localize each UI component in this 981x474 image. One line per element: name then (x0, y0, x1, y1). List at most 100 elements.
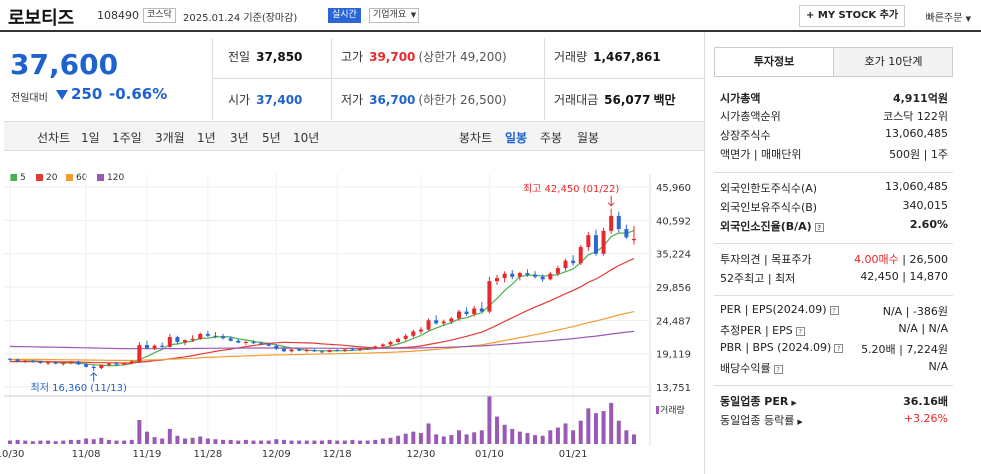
period-3y[interactable]: 3년 (230, 131, 249, 145)
quote-value: 37,400 (256, 93, 303, 107)
candle-body (99, 364, 104, 369)
info-label-text: 동일업종 등락률 (720, 414, 795, 427)
candle-body (540, 276, 545, 280)
info-label-text: 배당수익률 (720, 362, 771, 375)
y-tick-label: 45,960 (656, 183, 691, 194)
info-label-text: PBR | BPS (2024.09) (720, 341, 832, 354)
candle-monthly[interactable]: 월봉 (577, 131, 600, 145)
y-tick-label: 19,119 (656, 350, 691, 361)
candle-daily[interactable]: 일봉 (505, 131, 528, 145)
candle-body (266, 343, 271, 346)
volume-bar (84, 438, 89, 444)
realtime-button[interactable]: 실시간 (328, 8, 361, 23)
candle-body (411, 331, 416, 336)
candle-body (167, 337, 172, 347)
help-icon[interactable]: ? (829, 305, 839, 315)
volume-bar (221, 439, 226, 444)
info-value: 13,060,485 (885, 127, 948, 140)
info-label: 52주최고 | 최저 (720, 270, 795, 286)
candle-body (586, 235, 591, 247)
period-1d[interactable]: 1일 (81, 131, 100, 145)
period-3m[interactable]: 3개월 (155, 131, 185, 145)
volume-bar (228, 439, 233, 444)
candle-body (578, 246, 583, 264)
volume-bar (533, 435, 538, 444)
candle-body (297, 349, 302, 351)
x-tick-label: 01/21 (559, 449, 588, 460)
info-label: PBR | BPS (2024.09)? (720, 341, 844, 354)
help-icon[interactable]: ? (834, 343, 844, 353)
high-annotation: 최고 42,450 (01/22) (523, 183, 619, 195)
period-5y[interactable]: 5년 (262, 131, 281, 145)
y-tick-label: 24,487 (656, 316, 691, 327)
quote-volume: 거래량 1,467,861 (554, 48, 661, 65)
legend-ma60: 60 (66, 173, 87, 183)
info-label-text: 시가총액순위 (720, 110, 781, 123)
info-label-text: 투자의견 | 목표주가 (720, 253, 812, 266)
candle-body (403, 335, 408, 339)
candle-body (281, 348, 286, 352)
volume-bar (487, 396, 492, 444)
volume-bar (137, 420, 142, 444)
info-value: 4,911억원 (892, 92, 948, 105)
volume-bar (281, 439, 286, 444)
info-label-text: 외국인소진율(B/A) (720, 220, 812, 233)
help-icon[interactable]: ? (795, 326, 805, 336)
volume-bar (403, 433, 408, 444)
candle-body (236, 340, 241, 343)
info-row: 외국인보유주식수(B) 340,015 (720, 199, 948, 215)
info-label-text: 52주최고 | 최저 (720, 272, 796, 285)
help-icon[interactable]: ? (814, 222, 824, 232)
stock-chart[interactable]: 45,960 40,592 35,224 29,856 24,487 19,119 13,7… (0, 174, 704, 474)
candle-body (495, 278, 500, 282)
volume-bar (289, 440, 294, 444)
candle-body (30, 360, 35, 362)
candle-weekly[interactable]: 주봉 (540, 131, 563, 145)
quote-value: 1,467,861 (593, 50, 661, 64)
candle-body (396, 338, 401, 342)
stock-code: 108490 (97, 9, 139, 22)
tab-orderbook-10[interactable]: 호가 10단계 (864, 55, 923, 68)
volume-bar (205, 438, 210, 444)
period-1w[interactable]: 1주일 (112, 131, 142, 145)
legend-ma20: 20 (36, 173, 57, 183)
candle-body (388, 341, 393, 345)
quick-order-label: 빠른주문 (925, 13, 963, 24)
help-icon[interactable]: ? (773, 364, 783, 374)
volume-bar (525, 433, 530, 444)
legend-label: 60 (76, 173, 88, 183)
info-label: 추정PER | EPS? (720, 322, 805, 338)
candle-body (616, 215, 621, 229)
info-row: 투자의견 | 목표주가 4.00매수 | 26,500 (720, 251, 948, 267)
my-stock-add-button[interactable]: + MY STOCK 추가 (799, 5, 906, 27)
candle-body (555, 268, 560, 274)
volume-bar (213, 439, 218, 444)
divider (714, 295, 953, 296)
volume-bar (327, 439, 332, 444)
candle-body (8, 358, 12, 360)
candle-body (152, 345, 157, 349)
candle-body (53, 362, 58, 364)
quote-high: 고가 39,700 (상한가 49,200) (341, 48, 507, 65)
candle-chart-label: 봉차트 (459, 131, 493, 145)
candle-body (358, 348, 363, 351)
volume-bar (198, 436, 203, 444)
quote-amount: 거래대금 56,077 백만 (554, 91, 676, 108)
change-percent: -0.66% (109, 85, 168, 103)
period-1y[interactable]: 1년 (197, 131, 216, 145)
tab-invest-info[interactable]: 투자정보 (715, 48, 834, 76)
volume-bar (68, 439, 73, 444)
current-price: 37,600 (10, 48, 119, 81)
quick-order-dropdown[interactable]: 빠른주문 ▼ (926, 9, 971, 24)
y-tick-label: 35,224 (656, 250, 691, 261)
period-10y[interactable]: 10년 (293, 131, 320, 145)
candle-body (76, 361, 81, 365)
candle-body (441, 321, 446, 324)
company-overview-dropdown[interactable]: 기업개요 ▼ (369, 8, 420, 23)
volume-bar (259, 440, 264, 444)
volume-bar (183, 438, 188, 444)
info-label: 동일업종 PER ▶ (720, 393, 797, 409)
volume-bar (129, 439, 134, 444)
quote-value: 56,077 (604, 93, 651, 107)
info-value: 36.16배 (903, 395, 948, 408)
